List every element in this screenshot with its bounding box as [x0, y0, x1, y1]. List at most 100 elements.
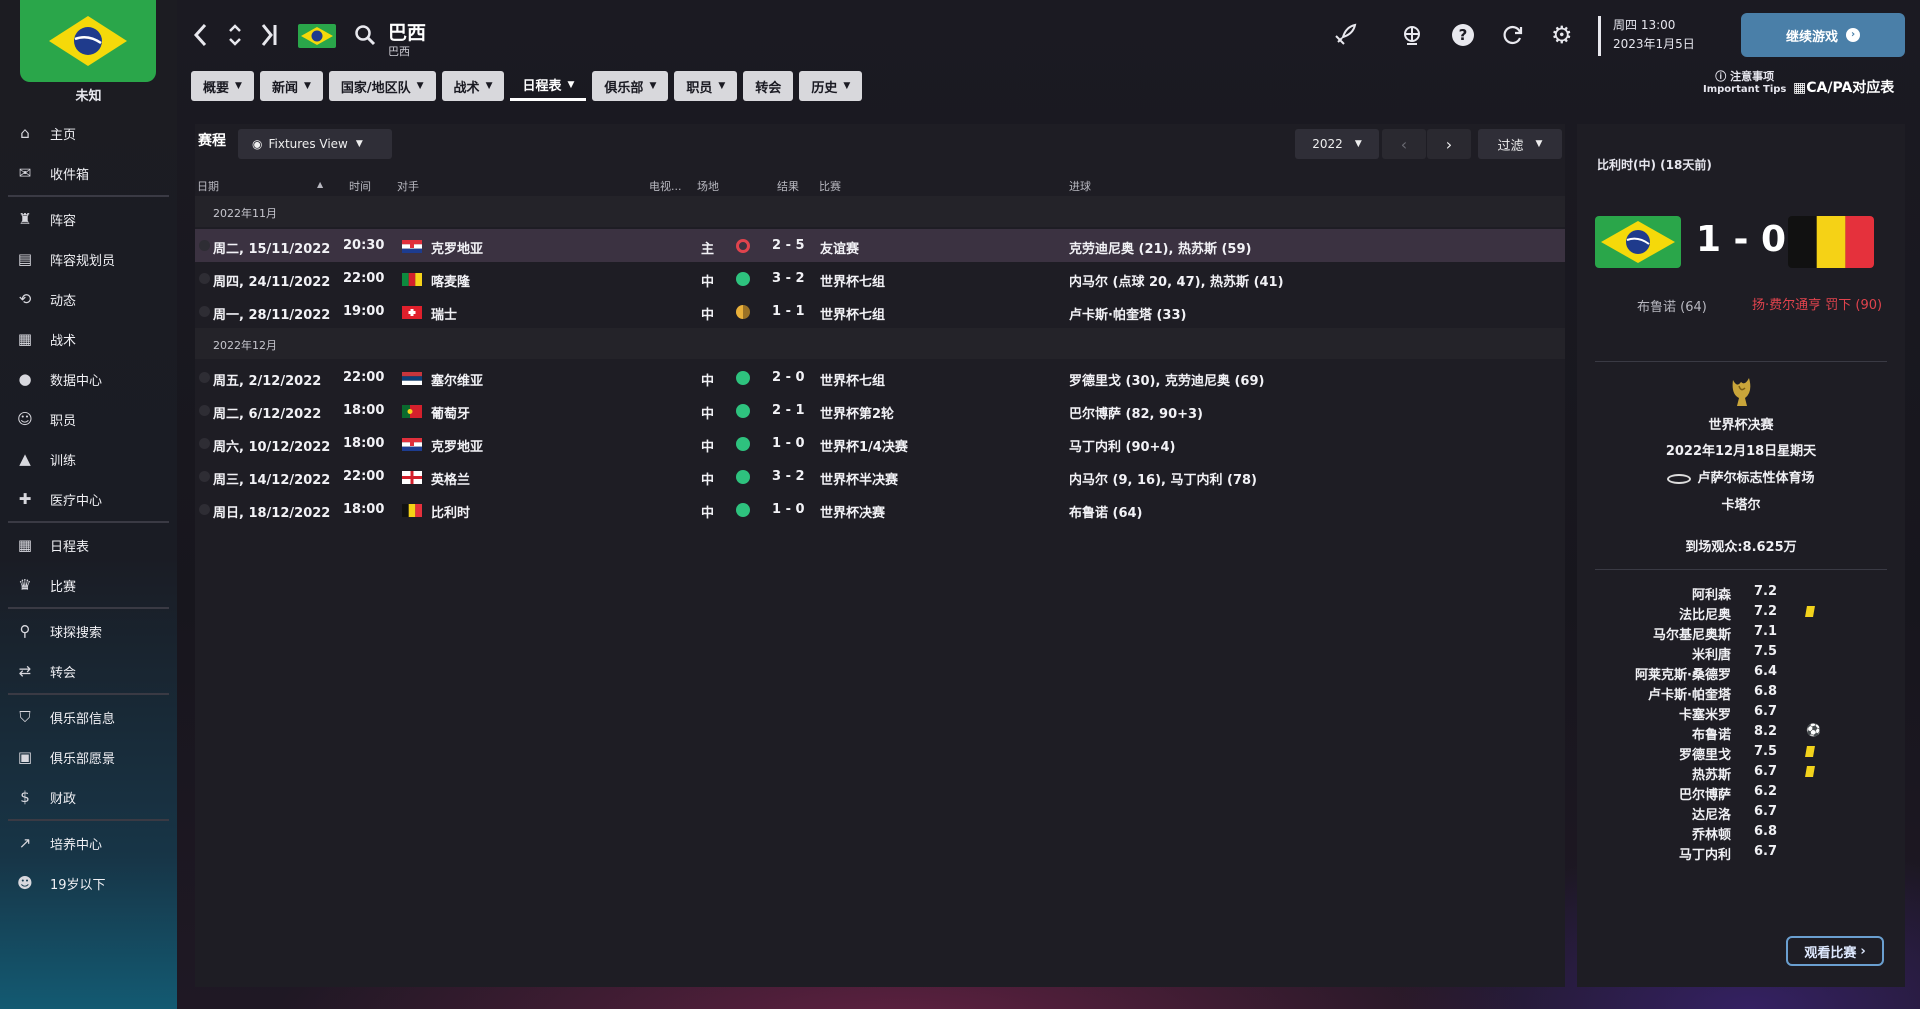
stadium[interactable]: 卢萨尔标志性体育场: [1577, 467, 1905, 486]
tab[interactable]: 战术 ▼: [441, 71, 505, 101]
player-rating-row[interactable]: 布鲁诺 8.2 ⚽: [1577, 723, 1905, 744]
sidebar-item[interactable]: $ 财政: [0, 777, 177, 817]
sidebar-item[interactable]: ⚲ 球探搜索: [0, 611, 177, 651]
fixture-competition[interactable]: 世界杯1/4决赛: [820, 440, 908, 455]
row-select-dot[interactable]: [199, 471, 210, 482]
competition-name[interactable]: 世界杯决赛: [1708, 418, 1774, 433]
sidebar-item[interactable]: ♛ 比赛: [0, 565, 177, 605]
player-name[interactable]: 卢卡斯·帕奎塔: [1648, 688, 1731, 703]
sidebar-item[interactable]: ✉ 收件箱: [0, 153, 177, 193]
tab[interactable]: 日程表 ▼: [510, 71, 587, 101]
player-name[interactable]: 马丁内利: [1678, 848, 1731, 863]
sidebar-item[interactable]: ☻ 19岁以下: [0, 863, 177, 903]
sidebar-item[interactable]: ● 数据中心: [0, 359, 177, 399]
fixture-row[interactable]: 周二, 15/11/2022 20:30 克罗地亚 主 2 - 5 友谊赛 克劳迪尼奥 (2…: [195, 229, 1565, 262]
row-select-dot[interactable]: [199, 438, 210, 449]
player-name[interactable]: 阿利森: [1691, 588, 1731, 603]
fixture-opponent[interactable]: 葡萄牙: [431, 407, 471, 422]
continue-game-button[interactable]: 继续游戏 ›: [1741, 13, 1905, 57]
row-select-dot[interactable]: [199, 306, 210, 317]
player-rating-row[interactable]: 达尼洛 6.7: [1577, 804, 1905, 824]
sidebar-item[interactable]: ⇄ 转会: [0, 651, 177, 691]
rocket-icon[interactable]: [1332, 22, 1358, 52]
column-header-opponent[interactable]: 对手: [397, 180, 419, 193]
fixture-competition[interactable]: 世界杯第2轮: [820, 407, 895, 422]
tab[interactable]: 职员 ▼: [674, 71, 738, 101]
player-rating-row[interactable]: 卡塞米罗 6.7: [1577, 704, 1905, 724]
player-name[interactable]: 热苏斯: [1691, 768, 1731, 783]
fixture-row[interactable]: 周二, 6/12/2022 18:00 葡萄牙 中 2 - 1 世界杯第2轮 巴尔博萨 (8…: [195, 394, 1565, 427]
fixture-row[interactable]: 周一, 28/11/2022 19:00 瑞士 中 1 - 1 世界杯七组 卢卡斯·帕奎塔 …: [195, 295, 1565, 328]
row-select-dot[interactable]: [199, 405, 210, 416]
club-flag-badge[interactable]: [20, 0, 156, 82]
row-select-dot[interactable]: [199, 504, 210, 515]
tab[interactable]: 历史 ▼: [799, 71, 863, 101]
player-rating-row[interactable]: 巴尔博萨 6.2: [1577, 784, 1905, 804]
column-header-result[interactable]: 结果: [777, 180, 799, 193]
row-select-dot[interactable]: [199, 273, 210, 284]
expand-arrows-icon[interactable]: [227, 22, 243, 54]
tab[interactable]: 俱乐部 ▼: [592, 71, 669, 101]
back-arrow-icon[interactable]: [192, 22, 208, 54]
next-year-button[interactable]: ›: [1427, 129, 1471, 159]
fixture-row[interactable]: 周三, 14/12/2022 22:00 英格兰 中 3 - 2 世界杯半决赛 内马尔 (9…: [195, 460, 1565, 493]
player-rating-row[interactable]: 米利唐 7.5: [1577, 644, 1905, 664]
sidebar-item[interactable]: ⟲ 动态: [0, 279, 177, 319]
row-select-dot[interactable]: [199, 240, 210, 251]
help-icon[interactable]: ?: [1452, 24, 1474, 46]
sidebar-item[interactable]: ⌂ 主页: [0, 113, 177, 153]
fixture-opponent[interactable]: 英格兰: [431, 473, 471, 488]
fixture-competition[interactable]: 世界杯七组: [820, 308, 886, 323]
tab[interactable]: 国家/地区队 ▼: [328, 71, 436, 101]
fixture-row[interactable]: 周五, 2/12/2022 22:00 塞尔维亚 中 2 - 0 世界杯七组 罗德里戈 (3…: [195, 361, 1565, 394]
sidebar-item[interactable]: ☺ 职员: [0, 399, 177, 439]
player-rating-row[interactable]: 乔林顿 6.8: [1577, 824, 1905, 844]
player-name[interactable]: 法比尼奥: [1678, 608, 1731, 623]
fixture-row[interactable]: 周六, 10/12/2022 18:00 克罗地亚 中 1 - 0 世界杯1/4决赛 马丁内…: [195, 427, 1565, 460]
column-header-date[interactable]: 日期: [197, 180, 219, 193]
player-name[interactable]: 达尼洛: [1691, 808, 1731, 823]
search-icon[interactable]: [354, 24, 376, 50]
sidebar-item[interactable]: ▦ 战术: [0, 319, 177, 359]
player-rating-row[interactable]: 卢卡斯·帕奎塔 6.8: [1577, 684, 1905, 704]
player-rating-row[interactable]: 罗德里戈 7.5: [1577, 744, 1905, 764]
fixture-opponent[interactable]: 塞尔维亚: [431, 374, 484, 389]
sidebar-item[interactable]: ↗ 培养中心: [0, 823, 177, 863]
sidebar-item[interactable]: ▤ 阵容规划员: [0, 239, 177, 279]
year-dropdown[interactable]: 2022 ▼: [1295, 129, 1379, 159]
player-name[interactable]: 马尔基尼奥斯: [1652, 628, 1731, 643]
player-name[interactable]: 乔林顿: [1691, 828, 1731, 843]
player-rating-row[interactable]: 马尔基尼奥斯 7.1: [1577, 624, 1905, 644]
sidebar-item[interactable]: ⛉ 俱乐部信息: [0, 697, 177, 737]
fixture-opponent[interactable]: 比利时: [431, 506, 471, 521]
forward-arrow-icon[interactable]: [259, 22, 279, 54]
sidebar-item[interactable]: ♜ 阵容: [0, 199, 177, 239]
sidebar-item[interactable]: ✚ 医疗中心: [0, 479, 177, 519]
gear-icon[interactable]: ⚙: [1551, 21, 1573, 49]
fixture-competition[interactable]: 世界杯半决赛: [820, 473, 899, 488]
important-tips-link[interactable]: ⓘ 注意事项 Important Tips: [1703, 70, 1786, 96]
globe-icon[interactable]: [1401, 24, 1423, 50]
capa-table-link[interactable]: ▦CA/PA对应表: [1793, 77, 1894, 97]
fixture-row[interactable]: 周日, 18/12/2022 18:00 比利时 中 1 - 0 世界杯决赛 布鲁诺 (64…: [195, 493, 1565, 526]
fixture-competition[interactable]: 友谊赛: [820, 242, 860, 257]
row-select-dot[interactable]: [199, 372, 210, 383]
player-rating-row[interactable]: 阿莱克斯·桑德罗 6.4: [1577, 664, 1905, 684]
player-name[interactable]: 罗德里戈: [1678, 748, 1731, 763]
column-header-goals[interactable]: 进球: [1069, 180, 1091, 193]
player-name[interactable]: 卡塞米罗: [1678, 708, 1731, 723]
tab[interactable]: 新闻 ▼: [259, 71, 323, 101]
fixture-competition[interactable]: 世界杯七组: [820, 275, 886, 290]
fixture-opponent[interactable]: 克罗地亚: [431, 242, 484, 257]
sidebar-item[interactable]: ▣ 俱乐部愿景: [0, 737, 177, 777]
player-name[interactable]: 巴尔博萨: [1678, 788, 1731, 803]
tab[interactable]: 概要 ▼: [191, 71, 254, 101]
player-rating-row[interactable]: 马丁内利 6.7: [1577, 844, 1905, 864]
tab[interactable]: 转会: [743, 71, 794, 101]
player-name[interactable]: 布鲁诺: [1691, 728, 1731, 743]
player-rating-row[interactable]: 热苏斯 6.7: [1577, 764, 1905, 784]
column-header-tv[interactable]: 电视...: [649, 180, 682, 193]
player-rating-row[interactable]: 阿利森 7.2: [1577, 584, 1905, 604]
fixture-competition[interactable]: 世界杯七组: [820, 374, 886, 389]
fixture-opponent[interactable]: 克罗地亚: [431, 440, 484, 455]
